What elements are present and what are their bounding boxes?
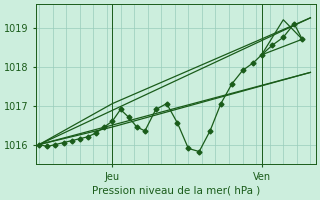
X-axis label: Pression niveau de la mer( hPa ): Pression niveau de la mer( hPa )	[92, 186, 260, 196]
